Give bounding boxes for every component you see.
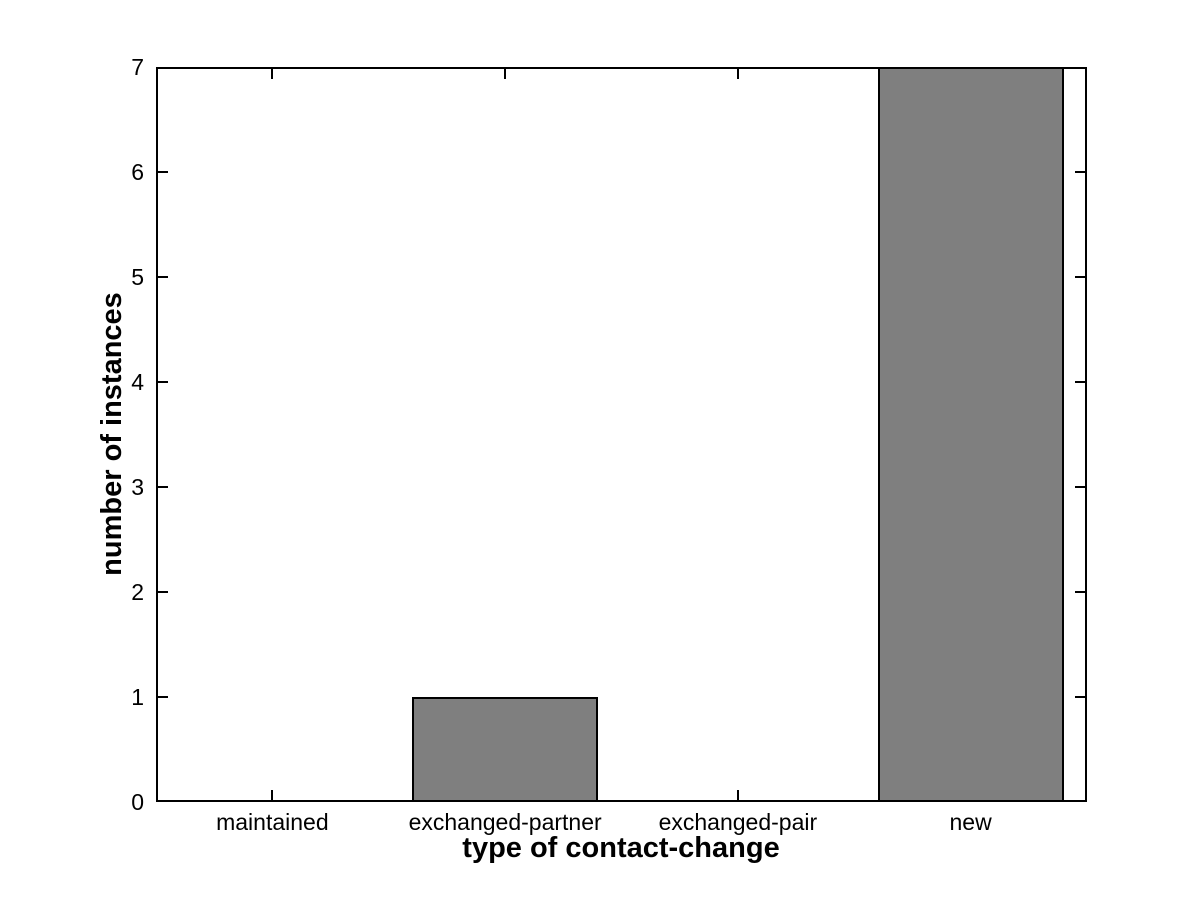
x-tick-label: maintained <box>216 809 329 835</box>
x-tick-top <box>736 69 739 79</box>
y-tick-label: 6 <box>131 159 144 185</box>
y-tick-left <box>158 276 168 278</box>
y-tick-label: 1 <box>131 684 144 710</box>
x-tick-top <box>271 69 274 79</box>
y-tick-label: 7 <box>131 54 144 80</box>
y-tick-label: 5 <box>131 264 144 290</box>
y-tick-right <box>1075 696 1085 698</box>
x-tick-bottom <box>271 790 274 800</box>
y-tick-left <box>158 591 168 593</box>
y-tick-label: 3 <box>131 474 144 500</box>
y-tick-label: 2 <box>131 579 144 605</box>
y-tick-right <box>1075 591 1085 593</box>
bar-new <box>877 67 1064 802</box>
x-tick-label: exchanged-partner <box>408 809 602 835</box>
y-tick-label: 4 <box>131 369 144 395</box>
y-tick-label: 0 <box>131 789 144 815</box>
y-tick-left <box>158 381 168 383</box>
x-axis-label: type of contact-change <box>462 832 780 864</box>
bar-exchanged-partner <box>412 697 599 802</box>
y-tick-left <box>158 696 168 698</box>
y-tick-left <box>158 171 168 173</box>
x-tick-top <box>504 69 507 79</box>
y-tick-right <box>1075 276 1085 278</box>
y-tick-left <box>158 486 168 488</box>
y-tick-right <box>1075 486 1085 488</box>
y-tick-right <box>1075 381 1085 383</box>
y-axis-label: number of instances <box>96 292 128 576</box>
y-tick-right <box>1075 171 1085 173</box>
x-tick-label: new <box>949 809 992 835</box>
x-tick-bottom <box>736 790 739 800</box>
x-tick-label: exchanged-pair <box>658 809 818 835</box>
